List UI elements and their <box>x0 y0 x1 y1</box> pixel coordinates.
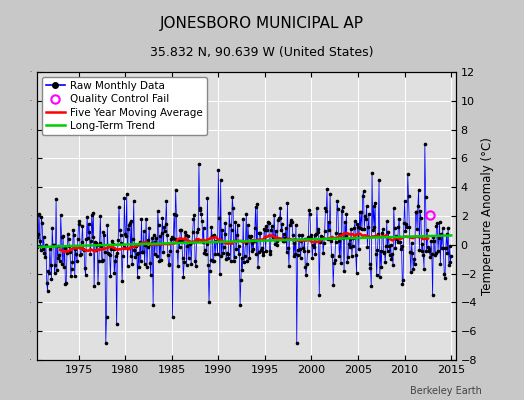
Text: 35.832 N, 90.639 W (United States): 35.832 N, 90.639 W (United States) <box>150 46 374 59</box>
Text: JONESBORO MUNICIPAL AP: JONESBORO MUNICIPAL AP <box>160 16 364 31</box>
Legend: Raw Monthly Data, Quality Control Fail, Five Year Moving Average, Long-Term Tren: Raw Monthly Data, Quality Control Fail, … <box>42 77 207 135</box>
Y-axis label: Temperature Anomaly (°C): Temperature Anomaly (°C) <box>482 137 495 295</box>
Text: Berkeley Earth: Berkeley Earth <box>410 386 482 396</box>
